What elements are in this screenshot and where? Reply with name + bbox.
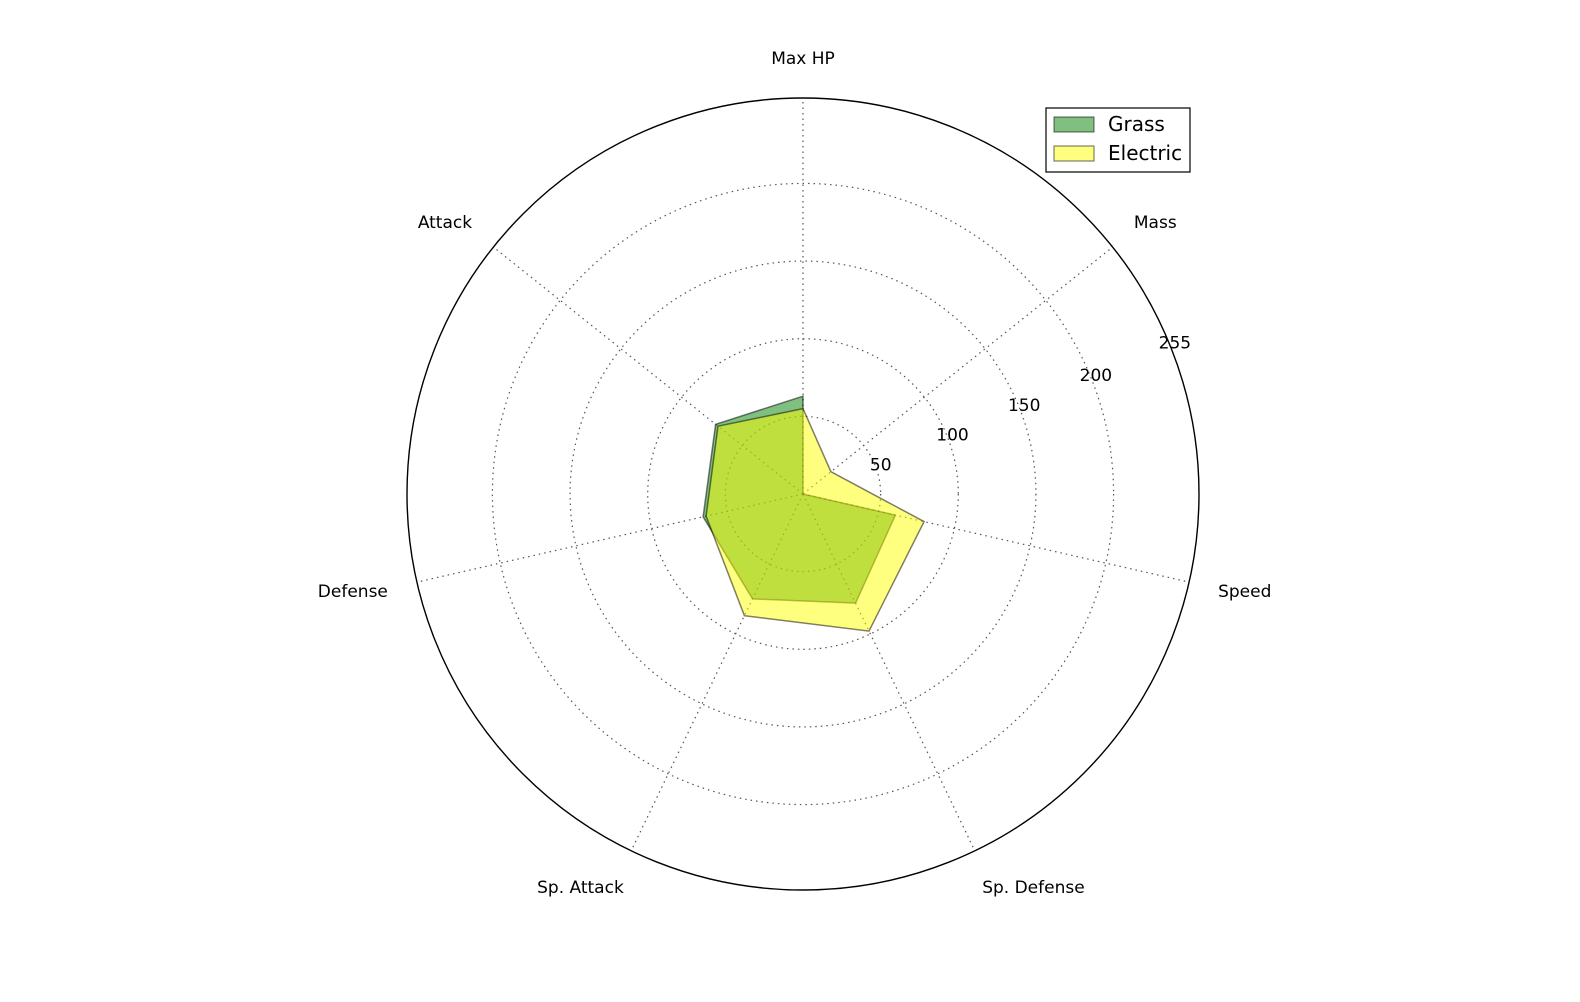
axis-label-0: Max HP bbox=[771, 49, 835, 69]
label-layer: Max HP Mass Speed Sp. Defense Sp. Attack Defe… bbox=[318, 49, 1272, 898]
tick-label-4: 255 bbox=[1159, 334, 1191, 354]
axis-label-2: Speed bbox=[1218, 582, 1271, 602]
tick-label-2: 150 bbox=[1008, 396, 1040, 416]
axis-label-3: Sp. Defense bbox=[982, 878, 1084, 898]
axis-label-6: Attack bbox=[418, 213, 472, 233]
series-layer bbox=[702, 395, 926, 632]
axis-label-5: Defense bbox=[318, 582, 388, 602]
legend: Grass Electric bbox=[1045, 107, 1191, 173]
legend-swatch-electric bbox=[1053, 145, 1095, 162]
tick-label-1: 100 bbox=[936, 426, 968, 446]
grid-spoke-1 bbox=[802, 246, 1113, 495]
grid-circle-3 bbox=[491, 182, 1115, 806]
axis-label-4: Sp. Attack bbox=[537, 878, 624, 898]
legend-label-grass: Grass bbox=[1108, 112, 1165, 136]
tick-label-3: 200 bbox=[1080, 366, 1112, 386]
legend-label-electric: Electric bbox=[1108, 141, 1182, 165]
grid-layer bbox=[406, 97, 1200, 891]
legend-swatch-grass bbox=[1053, 116, 1095, 133]
outer-frame bbox=[406, 97, 1200, 891]
axis-label-1: Mass bbox=[1134, 213, 1177, 233]
tick-label-0: 50 bbox=[870, 455, 892, 475]
grid-circle-2 bbox=[569, 260, 1037, 728]
series-area-electric bbox=[705, 407, 926, 632]
